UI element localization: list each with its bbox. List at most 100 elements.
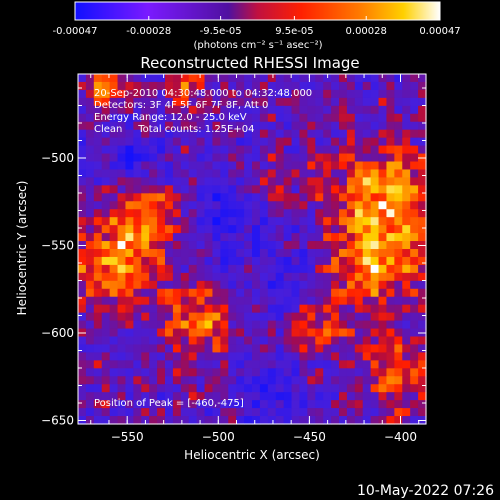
heatmap-cell (157, 137, 166, 147)
heatmap-cell (149, 304, 158, 314)
heatmap-cell (283, 89, 293, 99)
heatmap-cell (402, 105, 411, 115)
heatmap-cell (180, 288, 190, 298)
heatmap-cell (402, 336, 411, 346)
heatmap-cell (93, 408, 103, 417)
heatmap-cell (157, 280, 166, 290)
heatmap-cell (133, 264, 142, 274)
heatmap-cell (78, 161, 87, 171)
heatmap-cell (188, 320, 198, 330)
heatmap-cell (85, 384, 95, 393)
heatmap-cell (252, 384, 261, 393)
heatmap-cell (370, 416, 380, 425)
heatmap-cell (267, 97, 277, 107)
heatmap-cell (101, 105, 111, 115)
heatmap-cell (402, 177, 411, 186)
heatmap-cell (196, 392, 206, 401)
heatmap-cell (267, 312, 277, 322)
heatmap-cell (386, 264, 395, 274)
heatmap-cell (362, 304, 372, 314)
heatmap-cell (220, 225, 229, 234)
heatmap-cell (85, 209, 95, 218)
heatmap-cell (204, 145, 214, 155)
heatmap-cell (149, 153, 158, 163)
heatmap-cell (410, 408, 419, 417)
heatmap-cell (323, 97, 332, 107)
heatmap-cell (78, 384, 87, 393)
heatmap-cell (204, 280, 214, 290)
heatmap-cell (315, 153, 324, 163)
heatmap-cell (386, 97, 395, 107)
heatmap-cell (346, 201, 356, 210)
heatmap-cell (117, 97, 127, 107)
heatmap-cell (117, 296, 127, 306)
heatmap-cell (244, 169, 253, 178)
heatmap-cell (188, 249, 198, 258)
heatmap-cell (259, 209, 269, 218)
heatmap-cell (109, 241, 119, 250)
heatmap-cell (307, 81, 316, 91)
heatmap-cell (157, 201, 166, 210)
heatmap-cell (354, 209, 364, 218)
heatmap-cell (299, 161, 308, 171)
heatmap-cell (323, 74, 332, 83)
heatmap-cell (172, 177, 182, 186)
heatmap-cell (418, 81, 427, 91)
heatmap-cell (252, 217, 261, 226)
heatmap-cell (378, 193, 388, 202)
heatmap-cell (275, 408, 285, 417)
heatmap-cell (212, 89, 221, 99)
heatmap-cell (244, 97, 253, 107)
heatmap-cell (109, 209, 119, 218)
heatmap-cell (378, 121, 388, 131)
heatmap-cell (228, 408, 237, 417)
heatmap-cell (402, 328, 411, 338)
heatmap-cell (331, 304, 340, 314)
heatmap-cell (346, 193, 356, 202)
heatmap-cell (394, 312, 403, 322)
heatmap-cell (307, 153, 316, 163)
heatmap-cell (93, 384, 103, 393)
heatmap-cell (78, 288, 87, 298)
heatmap-cell (394, 264, 403, 274)
heatmap-cell (283, 177, 293, 186)
heatmap-cell (267, 217, 277, 226)
heatmap-cell (165, 249, 174, 258)
heatmap-cell (339, 288, 348, 298)
heatmap-cell (109, 280, 119, 290)
heatmap-cell (85, 153, 95, 163)
heatmap-cell (117, 400, 127, 409)
heatmap-cell (165, 344, 174, 353)
heatmap-cell (165, 74, 174, 83)
heatmap-cell (267, 264, 277, 274)
heatmap-cell (149, 225, 158, 234)
heatmap-cell (354, 217, 364, 226)
heatmap-cell (362, 376, 372, 385)
heatmap-cell (117, 241, 127, 250)
heatmap-cell (283, 153, 293, 163)
heatmap-cell (117, 344, 127, 353)
heatmap-cell (236, 121, 245, 131)
heatmap-cell (346, 105, 356, 115)
heatmap-cell (196, 304, 206, 314)
heatmap-cell (386, 129, 395, 139)
heatmap-cell (354, 280, 364, 290)
heatmap-cell (299, 217, 308, 226)
heatmap-cell (133, 105, 142, 115)
heatmap-cell (93, 288, 103, 298)
heatmap-cell (133, 304, 142, 314)
heatmap-cell (283, 193, 293, 202)
heatmap-cell (394, 368, 403, 377)
heatmap-cell (402, 264, 411, 274)
heatmap-cell (378, 209, 388, 218)
heatmap-cell (323, 304, 332, 314)
heatmap-cell (346, 400, 356, 409)
heatmap-cell (275, 312, 285, 322)
heatmap-cell (133, 137, 142, 147)
heatmap-cell (172, 233, 182, 242)
heatmap-cell (149, 376, 158, 385)
heatmap-cell (259, 129, 269, 139)
heatmap-cell (117, 360, 127, 369)
heatmap-cell (370, 209, 380, 218)
heatmap-cell (228, 312, 237, 322)
